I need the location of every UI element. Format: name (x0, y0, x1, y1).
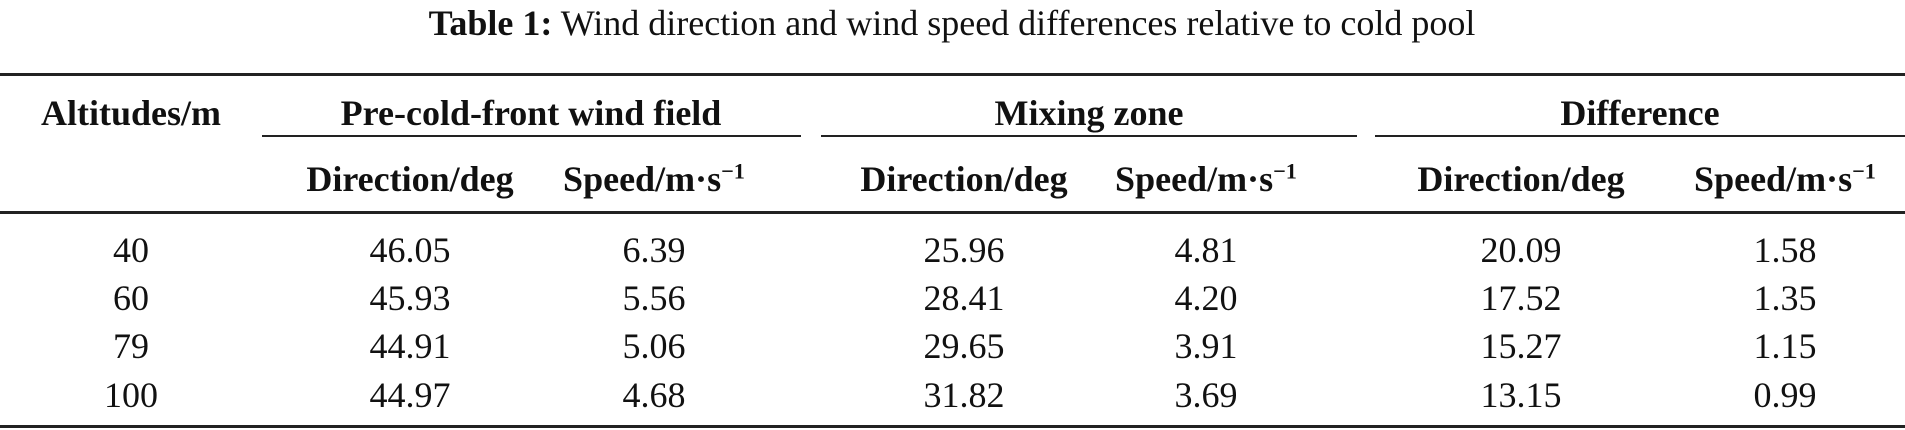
caption-text: Wind direction and wind speed difference… (560, 3, 1476, 43)
top-rule (0, 73, 1905, 76)
header-speed-unit: Speed/m·s (1115, 159, 1274, 199)
table-cell: 31.82 (923, 375, 1005, 415)
table-cell: 3.69 (1174, 375, 1238, 415)
header-speed-unit: Speed/m·s (1694, 159, 1853, 199)
table-cell: 29.65 (923, 326, 1005, 366)
table-cell: 28.41 (923, 278, 1005, 318)
table-cell: 1.15 (1753, 326, 1817, 366)
header-group-mixing-zone: Mixing zone (994, 93, 1184, 133)
table-cell: 0.99 (1753, 375, 1817, 415)
table-cell: 100 (104, 375, 158, 415)
caption-label: Table 1: (428, 3, 553, 43)
group-rule (821, 135, 1357, 137)
table-cell: 60 (113, 278, 149, 318)
header-group-difference: Difference (1560, 93, 1720, 133)
header-direction: Direction/deg (1417, 159, 1625, 199)
table-cell: 5.06 (622, 326, 686, 366)
table-cell: 4.81 (1174, 230, 1238, 270)
table-cell: 5.56 (622, 278, 686, 318)
table-cell: 13.15 (1480, 375, 1562, 415)
table-cell: 17.52 (1480, 278, 1562, 318)
header-speed-exponent: −1 (721, 158, 745, 184)
table-cell: 4.20 (1174, 278, 1238, 318)
header-rule (0, 211, 1905, 214)
group-rule (262, 135, 801, 137)
table-cell: 20.09 (1480, 230, 1562, 270)
bottom-rule (0, 425, 1905, 428)
header-direction: Direction/deg (306, 159, 514, 199)
table-cell: 44.97 (369, 375, 451, 415)
table-cell: 45.93 (369, 278, 451, 318)
header-speed: Speed/m·s−1 (1115, 158, 1297, 200)
table-cell: 25.96 (923, 230, 1005, 270)
header-speed-exponent: −1 (1273, 158, 1297, 184)
header-direction: Direction/deg (860, 159, 1068, 199)
table-cell: 79 (113, 326, 149, 366)
table-cell: 40 (113, 230, 149, 270)
header-speed-exponent: −1 (1852, 158, 1876, 184)
header-group-pre-cold-front: Pre-cold-front wind field (340, 93, 722, 133)
table-cell: 4.68 (622, 375, 686, 415)
table-cell: 6.39 (622, 230, 686, 270)
table-cell: 1.35 (1753, 278, 1817, 318)
group-rule (1375, 135, 1905, 137)
header-altitude: Altitudes/m (41, 93, 221, 133)
header-speed-unit: Speed/m·s (563, 159, 722, 199)
table-cell: 46.05 (369, 230, 451, 270)
table-cell: 1.58 (1753, 230, 1817, 270)
table-caption: Table 1: Wind direction and wind speed d… (429, 2, 1476, 44)
header-speed: Speed/m·s−1 (1694, 158, 1876, 200)
table-cell: 44.91 (369, 326, 451, 366)
table-cell: 15.27 (1480, 326, 1562, 366)
table-cell: 3.91 (1174, 326, 1238, 366)
header-speed: Speed/m·s−1 (563, 158, 745, 200)
